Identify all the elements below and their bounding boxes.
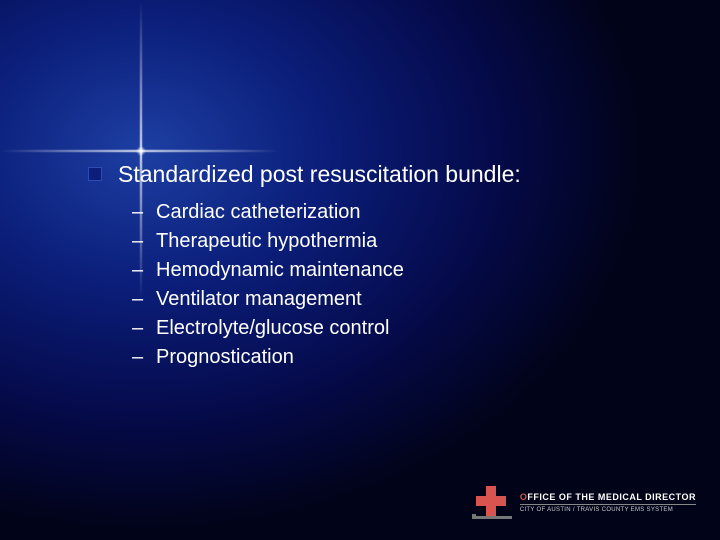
square-bullet-icon — [88, 167, 102, 181]
main-bullet-row: Standardized post resuscitation bundle: — [88, 160, 668, 189]
logo-divider — [520, 504, 696, 505]
list-item-label: Therapeutic hypothermia — [156, 228, 377, 255]
list-item: – Cardiac catheterization — [132, 199, 668, 226]
dash-icon: – — [132, 257, 156, 284]
dash-icon: – — [132, 286, 156, 313]
list-item-label: Electrolyte/glucose control — [156, 315, 389, 342]
slide-content: Standardized post resuscitation bundle: … — [88, 160, 668, 373]
logo-title: OFFICE OF THE MEDICAL DIRECTOR — [520, 492, 696, 502]
list-item-label: Prognostication — [156, 344, 294, 371]
list-item-label: Ventilator management — [156, 286, 362, 313]
logo-subtitle: CITY OF AUSTIN / TRAVIS COUNTY EMS SYSTE… — [520, 507, 673, 513]
logo-title-rest: FFICE OF THE MEDICAL DIRECTOR — [527, 492, 696, 502]
list-item-label: Cardiac catheterization — [156, 199, 361, 226]
logo-mark-icon — [472, 484, 512, 520]
dash-icon: – — [132, 344, 156, 371]
list-item: – Therapeutic hypothermia — [132, 228, 668, 255]
list-item: – Hemodynamic maintenance — [132, 257, 668, 284]
list-item: – Electrolyte/glucose control — [132, 315, 668, 342]
dash-icon: – — [132, 315, 156, 342]
lens-flare-core — [136, 146, 146, 156]
slide-heading: Standardized post resuscitation bundle: — [118, 160, 521, 189]
logo-text: OFFICE OF THE MEDICAL DIRECTOR CITY OF A… — [520, 492, 696, 513]
sub-item-list: – Cardiac catheterization – Therapeutic … — [132, 199, 668, 371]
list-item-label: Hemodynamic maintenance — [156, 257, 404, 284]
dash-icon: – — [132, 199, 156, 226]
list-item: – Prognostication — [132, 344, 668, 371]
footer-logo: OFFICE OF THE MEDICAL DIRECTOR CITY OF A… — [472, 484, 696, 520]
list-item: – Ventilator management — [132, 286, 668, 313]
dash-icon: – — [132, 228, 156, 255]
